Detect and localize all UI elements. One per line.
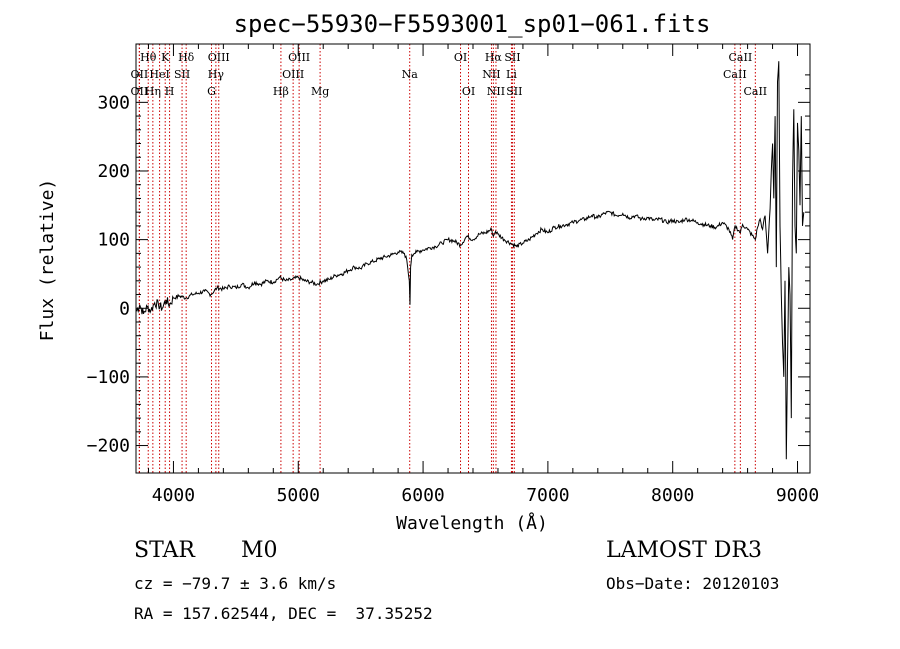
line-label: OIII xyxy=(282,68,304,81)
x-axis-ticks: 4000 5000 6000 7000 8000 9000 xyxy=(147,44,819,506)
line-markers xyxy=(138,44,756,473)
line-label: OIII xyxy=(288,51,310,64)
line-label: Mg xyxy=(311,85,329,98)
y-tick-label: 300 xyxy=(97,92,130,113)
y-tick-label: −100 xyxy=(87,367,130,388)
x-tick-label: 8000 xyxy=(651,485,694,506)
line-label: OII xyxy=(131,85,149,98)
ra-dec-coordinates: RA = 157.62544, DEC = 37.35252 xyxy=(134,604,433,623)
line-label: K xyxy=(161,51,170,64)
line-label: SII xyxy=(504,51,520,64)
line-label: Hγ xyxy=(208,68,225,81)
line-label: CaII xyxy=(729,51,753,64)
line-label: OI xyxy=(454,51,467,64)
y-tick-label: −200 xyxy=(87,436,130,457)
line-label: Li xyxy=(506,68,517,81)
x-tick-label: 6000 xyxy=(401,485,444,506)
line-label: OI xyxy=(462,85,475,98)
line-label: SII xyxy=(174,68,190,81)
plot-frame xyxy=(135,43,811,474)
y-axis-label: Flux (relative) xyxy=(37,179,58,342)
observation-date: Obs−Date: 20120103 xyxy=(606,574,780,593)
line-label: SII xyxy=(506,85,522,98)
object-class: STAR xyxy=(134,538,195,563)
line-label: Hη xyxy=(145,85,161,98)
redshift-cz: cz = −79.7 ± 3.6 km/s xyxy=(134,574,337,593)
survey-name: LAMOST DR3 xyxy=(606,538,762,563)
line-label: NII xyxy=(487,85,505,98)
line-label: OIII xyxy=(208,51,230,64)
x-tick-label: 5000 xyxy=(277,485,320,506)
chart-title: spec−55930−F5593001_sp01−061.fits xyxy=(234,10,711,38)
x-tick-label: 9000 xyxy=(776,485,819,506)
object-subclass: M0 xyxy=(241,538,278,563)
flux-series-line xyxy=(135,61,805,460)
line-label: Hα xyxy=(485,51,503,64)
line-label: CaII xyxy=(743,85,767,98)
y-tick-label: 200 xyxy=(97,161,130,182)
line-label: NII xyxy=(482,68,500,81)
line-label: G xyxy=(207,85,216,98)
x-tick-label: 4000 xyxy=(152,485,195,506)
y-axis-ticks: −200 −100 0 100 200 300 xyxy=(87,74,810,457)
line-label: H xyxy=(165,85,175,98)
line-label: Hδ xyxy=(178,51,195,64)
line-label: CaII xyxy=(723,68,747,81)
line-label: Na xyxy=(402,68,419,81)
y-tick-label: 100 xyxy=(97,230,130,251)
line-label: Hβ xyxy=(273,85,289,98)
line-label: HeI xyxy=(149,68,169,81)
x-tick-label: 7000 xyxy=(526,485,569,506)
y-tick-label: 0 xyxy=(119,298,130,319)
line-label: Hθ xyxy=(140,51,157,64)
x-axis-label: Wavelength (Å) xyxy=(396,512,548,534)
